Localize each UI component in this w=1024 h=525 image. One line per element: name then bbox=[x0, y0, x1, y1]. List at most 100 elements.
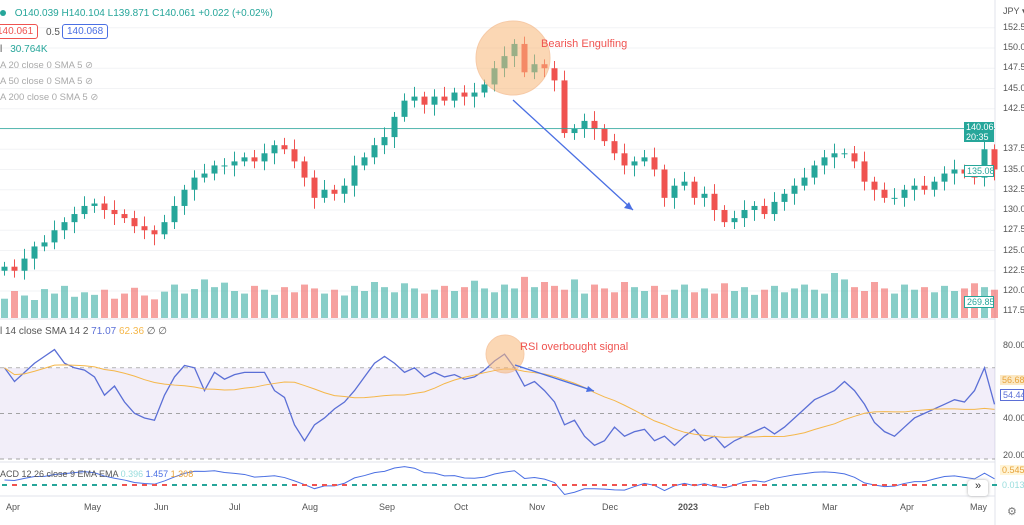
volume-bar bbox=[431, 289, 438, 318]
candle bbox=[331, 189, 338, 194]
volume-bar bbox=[401, 283, 408, 318]
hidden-eye-icon[interactable]: ⊘ bbox=[90, 92, 99, 103]
scroll-to-latest-button[interactable]: » bbox=[968, 480, 988, 496]
volume-bar bbox=[811, 289, 818, 318]
macd-histogram-bar bbox=[492, 484, 497, 486]
macd-histogram-bar bbox=[412, 484, 417, 486]
volume-bar bbox=[361, 291, 368, 318]
macd-histogram-bar bbox=[532, 484, 537, 486]
volume-bar bbox=[251, 285, 258, 318]
volume-bar bbox=[41, 289, 48, 318]
time-axis-label: Mar bbox=[822, 502, 838, 512]
time-axis-label: Sep bbox=[379, 502, 396, 512]
price-axis-label: 125.00 bbox=[1003, 244, 1024, 255]
candle bbox=[31, 246, 38, 259]
volume-bar bbox=[551, 285, 558, 318]
candle bbox=[261, 153, 268, 162]
macd-histogram-bar bbox=[102, 484, 107, 486]
volume-bar bbox=[491, 292, 498, 318]
volume-bar bbox=[31, 300, 38, 318]
macd-histogram-bar bbox=[382, 484, 387, 486]
hidden-eye-icon[interactable]: ⊘ bbox=[85, 60, 93, 71]
macd-histogram-bar bbox=[122, 484, 127, 486]
macd-histogram-bar bbox=[692, 484, 697, 486]
candle bbox=[721, 210, 728, 223]
macd-histogram-bar bbox=[962, 484, 967, 486]
currency-selector[interactable]: JPY ▾ bbox=[1003, 6, 1024, 16]
macd-line bbox=[4, 466, 995, 495]
macd-histogram-bar bbox=[822, 484, 827, 486]
price-axis-label: 130.00 bbox=[1003, 204, 1024, 214]
rsi-legend: l 14 close SMA 14 2 71.07 62.36 ∅ ∅ bbox=[0, 326, 167, 337]
candle bbox=[891, 197, 898, 199]
settings-gear-icon[interactable]: ⚙ bbox=[1007, 506, 1017, 518]
volume-bar bbox=[721, 283, 728, 318]
volume-bar bbox=[1, 298, 8, 318]
ma50-legend[interactable]: A 50 close 0 SMA 5 ⊘ bbox=[0, 76, 93, 87]
macd-histogram-bar bbox=[392, 484, 397, 486]
buy-button[interactable]: 140.068 bbox=[62, 24, 109, 39]
price-axis-label: 120.00 bbox=[1003, 285, 1024, 295]
candle bbox=[681, 181, 688, 186]
candle bbox=[941, 173, 948, 182]
candle bbox=[381, 137, 388, 146]
time-axis-label: Dec bbox=[602, 502, 619, 512]
volume-bar bbox=[581, 293, 588, 318]
volume-bar bbox=[831, 273, 838, 318]
rsi-overbought-annotation: RSI overbought signal bbox=[520, 341, 629, 353]
candle bbox=[241, 157, 248, 162]
volume-bar bbox=[111, 298, 118, 318]
candle bbox=[251, 157, 258, 162]
macd-histogram-bar bbox=[552, 484, 557, 486]
price-axis-label: 152.50 bbox=[1003, 21, 1024, 32]
volume-bar bbox=[591, 284, 598, 318]
macd-histogram-bar bbox=[952, 484, 957, 486]
sell-button[interactable]: 140.061 bbox=[0, 24, 39, 39]
volume-bar bbox=[411, 288, 418, 318]
macd-histogram-bar bbox=[792, 484, 797, 486]
ma200-legend[interactable]: A 200 close 0 SMA 5 ⊘ bbox=[0, 92, 99, 103]
candle bbox=[991, 149, 998, 170]
macd-histogram-bar bbox=[82, 484, 87, 486]
volume-bar bbox=[131, 287, 138, 318]
macd-histogram-bar bbox=[252, 484, 257, 486]
candle bbox=[51, 230, 58, 243]
price-axis-label: 135.00 bbox=[1003, 163, 1024, 174]
candle bbox=[771, 201, 778, 215]
candle bbox=[811, 165, 818, 178]
candle bbox=[631, 161, 638, 166]
candle bbox=[361, 157, 368, 166]
macd-histogram-bar bbox=[652, 484, 657, 486]
candle bbox=[1, 266, 8, 271]
candle bbox=[171, 205, 178, 223]
rsi-overbought-highlight bbox=[485, 334, 525, 374]
price-axis-label: 117.50 bbox=[1003, 305, 1024, 316]
macd-histogram-bar bbox=[512, 484, 517, 486]
volume-bar bbox=[621, 282, 628, 318]
price-axis-label: 142.50 bbox=[1003, 102, 1024, 113]
candle bbox=[221, 165, 228, 167]
volume-bar bbox=[851, 287, 858, 318]
macd-histogram-bar bbox=[642, 484, 647, 486]
macd-histogram-bar bbox=[782, 484, 787, 486]
volume-bar bbox=[101, 289, 108, 318]
volume-bar bbox=[391, 292, 398, 318]
ohlc-legend: O140.039 H140.104 L139.871 C140.061 +0.0… bbox=[0, 8, 273, 19]
volume-bar bbox=[901, 284, 908, 318]
macd-histogram-bar bbox=[232, 484, 237, 486]
candle bbox=[41, 242, 48, 247]
macd-histogram-bar bbox=[712, 484, 717, 486]
macd-histogram-bar bbox=[902, 484, 907, 486]
candle bbox=[911, 185, 918, 190]
macd-histogram-bar bbox=[442, 484, 447, 486]
candle bbox=[951, 169, 958, 174]
price-axis-label: 147.50 bbox=[1003, 62, 1024, 73]
volume-bar bbox=[211, 287, 218, 318]
macd-signal-tag: 0.545 bbox=[1000, 465, 1024, 475]
hidden-eye-icon[interactable]: ⊘ bbox=[85, 76, 93, 87]
ma20-legend[interactable]: A 20 close 0 SMA 5 ⊘ bbox=[0, 60, 93, 71]
volume-bar bbox=[571, 279, 578, 318]
macd-histogram-bar bbox=[92, 484, 97, 486]
candle bbox=[661, 169, 668, 198]
